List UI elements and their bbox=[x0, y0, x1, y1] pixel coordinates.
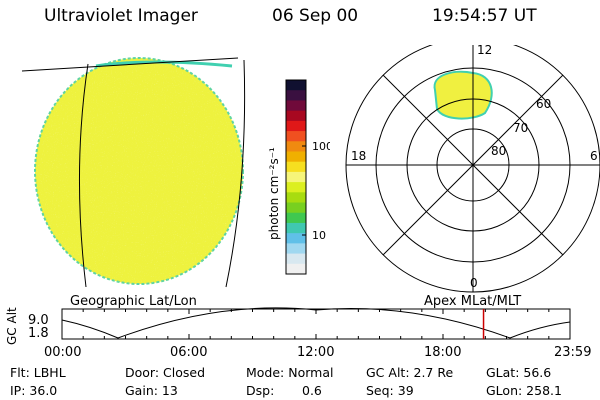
colorbar-segment bbox=[286, 120, 306, 132]
colorbar-segment bbox=[286, 222, 306, 234]
observation-date: 06 Sep 00 bbox=[272, 6, 359, 26]
glon-info: GLon: 258.1 bbox=[486, 383, 562, 398]
svg-text:GC Alt: GC Alt bbox=[5, 307, 19, 345]
colorbar-segment bbox=[286, 263, 306, 275]
mlt-label-0: 0 bbox=[470, 276, 478, 290]
seq-info: Seq: 39 bbox=[366, 383, 414, 398]
colorbar-segment bbox=[286, 171, 306, 183]
colorbar-segment bbox=[286, 80, 306, 91]
colorbar-segment bbox=[286, 243, 306, 255]
lat-label-70: 70 bbox=[513, 121, 528, 135]
dsp-label: Dsp: bbox=[246, 383, 275, 398]
tick-1: 06:00 bbox=[170, 345, 208, 360]
colorbar-segment bbox=[286, 90, 306, 101]
colorbar-segment bbox=[286, 182, 306, 193]
colorbar-segment bbox=[286, 100, 306, 112]
colorbar-segment bbox=[286, 253, 306, 265]
apex-title: Apex MLat/MLT bbox=[424, 294, 522, 309]
tick-3: 18:00 bbox=[424, 345, 462, 360]
lat-label-60: 60 bbox=[536, 97, 551, 111]
y-axis-title: GC Alt bbox=[5, 307, 19, 345]
colorbar-tick-100: 100 bbox=[312, 140, 330, 153]
gain-info: Gain: 13 bbox=[125, 383, 178, 398]
colorbar-tick-10: 10 bbox=[312, 229, 326, 242]
colorbar-segment bbox=[286, 110, 306, 122]
colorbar-segment bbox=[286, 161, 306, 173]
ip-info: IP: 36.0 bbox=[10, 383, 58, 398]
colorbar-segment bbox=[286, 151, 306, 163]
observation-time: 19:54:57 UT bbox=[432, 6, 537, 26]
longitude-line-west bbox=[78, 63, 89, 288]
tick-2: 12:00 bbox=[297, 345, 335, 360]
tick-0: 00:00 bbox=[44, 345, 82, 360]
colorbar-segment bbox=[286, 212, 306, 224]
y-min-label: 1.8 bbox=[28, 326, 49, 341]
tick-4: 23:59 bbox=[554, 345, 592, 360]
polar-plot: 12 0 18 6 60 70 80 bbox=[345, 45, 600, 293]
colorbar-segment bbox=[286, 141, 306, 152]
colorbar: 100 10 photon cm⁻²s⁻¹ bbox=[267, 79, 330, 275]
instrument-title: Ultraviolet Imager bbox=[44, 6, 198, 26]
mode-info: Mode: Normal bbox=[246, 365, 334, 380]
glat-info: GLat: 56.6 bbox=[486, 365, 552, 380]
gc-alt-info: GC Alt: 2.7 Re bbox=[366, 365, 454, 380]
door-info: Door: Closed bbox=[125, 365, 206, 380]
colorbar-segment bbox=[286, 233, 306, 244]
latitude-line bbox=[21, 57, 239, 72]
geographic-title: Geographic Lat/Lon bbox=[70, 294, 197, 309]
mlt-label-12: 12 bbox=[477, 45, 492, 57]
colorbar-unit-label: photon cm⁻²s⁻¹ bbox=[267, 147, 281, 240]
auroral-oval bbox=[433, 70, 493, 120]
y-max-label: 9.0 bbox=[28, 313, 49, 328]
geographic-image bbox=[21, 57, 246, 288]
colorbar-segment bbox=[286, 202, 306, 214]
colorbar-segment bbox=[286, 131, 306, 142]
longitude-line-east bbox=[225, 59, 246, 288]
colorbar-segment bbox=[286, 192, 306, 204]
mlt-label-18: 18 bbox=[351, 149, 366, 163]
lat-label-80: 80 bbox=[491, 144, 506, 158]
filter-info: Flt: LBHL bbox=[10, 365, 66, 380]
mlt-label-6: 6 bbox=[590, 149, 598, 163]
dsp-value: 0.6 bbox=[302, 383, 322, 398]
